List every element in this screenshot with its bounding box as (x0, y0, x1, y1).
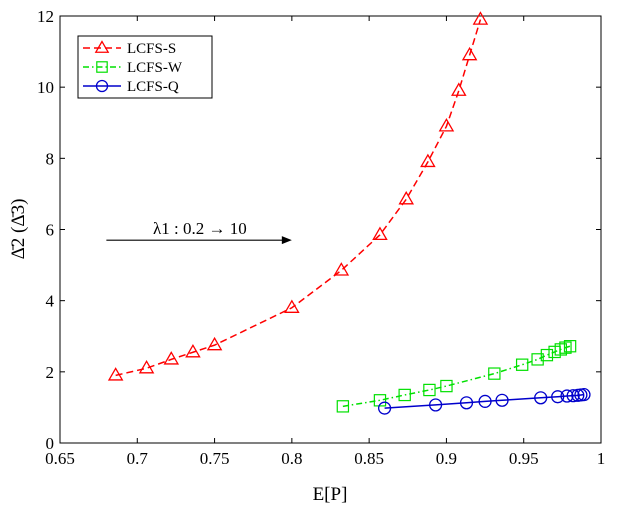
circle-marker (566, 389, 580, 403)
circle-marker (551, 390, 565, 404)
series-lcfs-w (336, 340, 577, 413)
square-marker (336, 400, 350, 413)
circle-marker (95, 79, 109, 93)
legend-item-lcfs-w: LCFS-W (83, 60, 183, 76)
legend-label: LCFS-Q (127, 79, 179, 95)
x-tick-label: 0.75 (200, 449, 230, 468)
square-marker (440, 379, 453, 393)
circle-marker (495, 393, 509, 407)
x-tick-label: 0.95 (509, 449, 539, 468)
square-marker (423, 383, 436, 397)
circle-marker (534, 391, 548, 405)
triangle-marker (284, 299, 300, 313)
triangle-marker (107, 367, 124, 381)
x-tick-label: 0.7 (127, 449, 149, 468)
triangle-marker (472, 11, 489, 25)
x-tick-label: 0.8 (281, 449, 302, 468)
circle-marker (560, 389, 574, 403)
circle-marker (377, 401, 392, 415)
triangle-marker (333, 262, 350, 276)
series-lcfs-s (107, 11, 489, 381)
y-tick-label: 4 (46, 292, 55, 311)
legend-item-lcfs-q: LCFS-Q (83, 79, 179, 95)
triangle-marker (398, 190, 415, 205)
x-tick-label: 0.9 (436, 449, 457, 468)
square-marker (531, 353, 544, 366)
triangle-marker (461, 46, 478, 61)
x-tick-label: 0.65 (45, 449, 75, 468)
square-marker (515, 358, 529, 371)
y-tick-label: 10 (37, 78, 54, 97)
circle-marker (478, 394, 492, 408)
triangle-marker (420, 153, 436, 168)
y-tick-label: 12 (37, 7, 54, 26)
square-marker (559, 341, 572, 354)
triangle-marker (185, 343, 201, 358)
square-marker (488, 367, 501, 380)
legend-items: LCFS-S LCFS-W LCFS-Q (83, 40, 183, 95)
triangle-marker (163, 351, 180, 365)
triangle-marker (451, 82, 467, 96)
series-lcfs-q (377, 388, 591, 415)
x-tick-label: 1 (597, 449, 606, 468)
square-marker (96, 61, 108, 73)
annotation-label: λ1 : 0.2 → 10 (153, 219, 247, 238)
y-tick-label: 0 (46, 434, 55, 453)
triangle-marker (138, 359, 155, 374)
triangle-marker (94, 40, 110, 53)
circle-marker (429, 398, 443, 412)
series-layer (107, 11, 591, 415)
x-axis-label: E[P] (313, 484, 348, 505)
annotation-arrowhead (281, 236, 292, 245)
square-marker (373, 394, 387, 407)
circle-marker (459, 396, 474, 410)
triangle-marker (438, 118, 455, 132)
triangle-marker (206, 336, 223, 351)
triangle-marker (372, 226, 388, 241)
y-tick-label: 6 (46, 221, 55, 240)
square-marker (563, 340, 577, 353)
y-axis-label: Δ̄2 (Δ̄3) (8, 199, 29, 260)
square-marker (398, 388, 411, 402)
legend-label: LCFS-W (127, 60, 183, 76)
series-line (342, 345, 571, 408)
x-tick-label: 0.85 (354, 449, 384, 468)
legend-label: LCFS-S (127, 41, 176, 57)
y-tick-label: 8 (46, 149, 55, 168)
square-marker (540, 348, 554, 362)
annotation: λ1 : 0.2 → 10 (106, 219, 292, 245)
y-tick-label: 2 (46, 363, 55, 382)
legend-item-lcfs-s: LCFS-S (83, 40, 176, 57)
circle-marker (577, 388, 591, 402)
square-marker (554, 343, 568, 356)
legend: LCFS-S LCFS-W LCFS-Q (77, 35, 213, 99)
